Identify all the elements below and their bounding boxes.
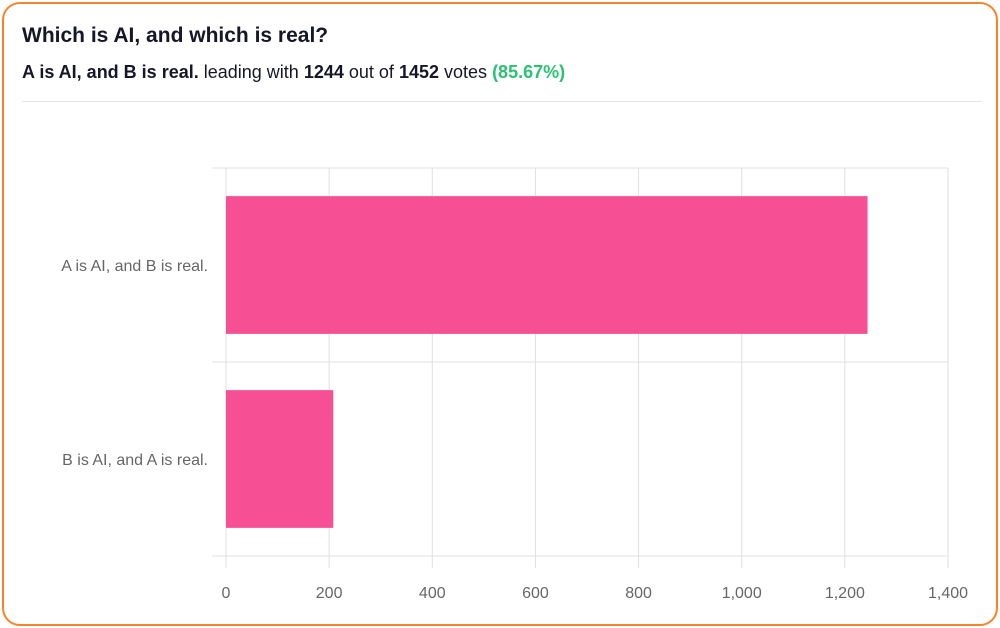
percent: (85.67%) [492, 62, 566, 82]
total-votes: 1452 [398, 62, 439, 82]
x-tick-label: 1,200 [825, 585, 865, 602]
leader-votes: 1244 [303, 62, 344, 82]
x-tick-label: 200 [316, 585, 343, 602]
summary-text: out of [348, 62, 394, 82]
poll-summary: A is AI, and B is real. leading with 124… [22, 62, 565, 83]
x-tick-label: 0 [222, 585, 231, 602]
poll-title: Which is AI, and which is real? [22, 24, 329, 47]
summary-text: leading with [203, 62, 299, 82]
x-tick-label: 600 [522, 585, 549, 602]
x-tick-label: 400 [419, 585, 446, 602]
separator [22, 101, 982, 102]
x-tick-label: 1,000 [722, 585, 762, 602]
x-tick-label: 1,400 [928, 585, 968, 602]
bar [226, 390, 334, 528]
x-tick-label: 800 [625, 585, 652, 602]
bar [226, 196, 868, 334]
y-tick-label: A is AI, and B is real. [61, 258, 208, 275]
y-tick-label: B is AI, and A is real. [62, 452, 208, 469]
summary-text: votes [444, 62, 488, 82]
leader: A is AI, and B is real. [22, 62, 199, 82]
